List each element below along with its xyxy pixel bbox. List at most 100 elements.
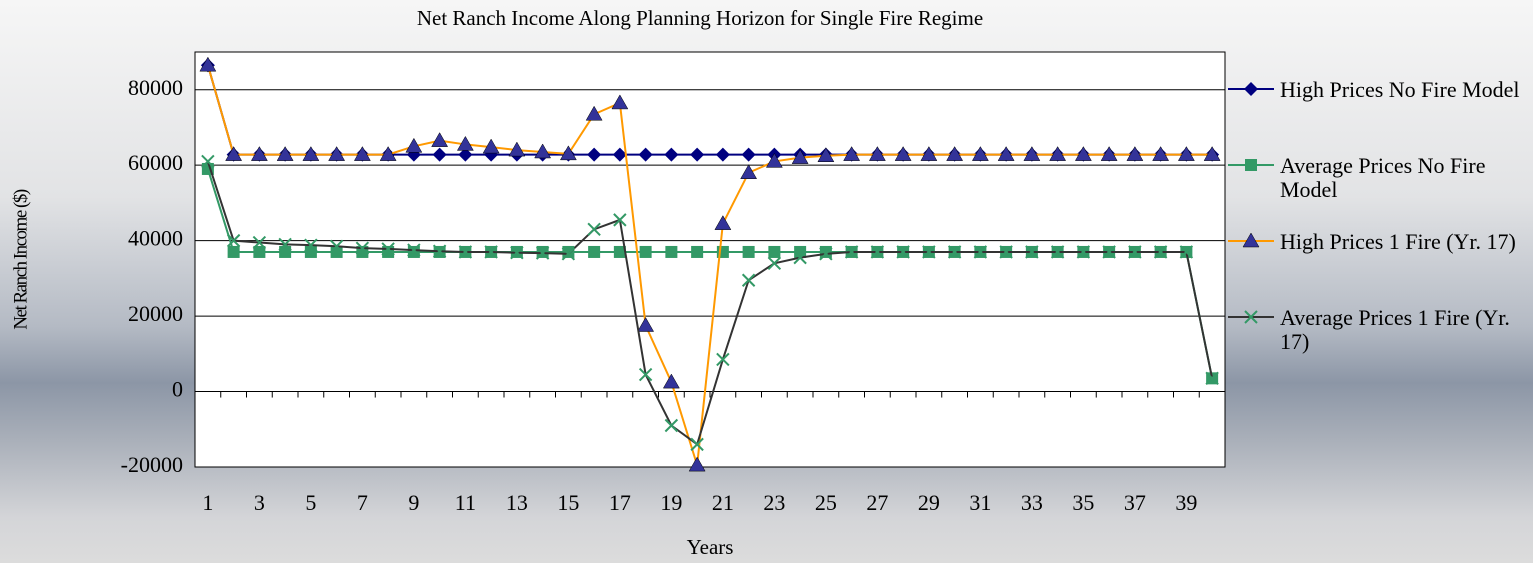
x-tick-label: 13 [506, 490, 528, 515]
marker [302, 146, 320, 161]
marker [894, 146, 912, 161]
marker [971, 146, 989, 161]
marker [1102, 245, 1116, 259]
marker [637, 317, 655, 332]
legend-label: High Prices No Fire Model [1280, 77, 1520, 102]
y-tick-label: 0 [172, 377, 183, 402]
marker [1179, 245, 1194, 259]
x-tick-label: 19 [660, 490, 682, 515]
marker [252, 235, 267, 250]
x-tick-label: 29 [918, 490, 940, 515]
marker [278, 237, 292, 252]
marker [432, 244, 447, 258]
marker [896, 245, 910, 259]
marker [1025, 245, 1039, 259]
marker [714, 215, 732, 230]
series-line [206, 64, 1213, 466]
marker [559, 145, 577, 161]
marker [664, 418, 679, 433]
marker [870, 245, 885, 259]
marker [225, 146, 243, 161]
marker [794, 245, 807, 258]
legend-label: Average Prices No Fire Model [1280, 153, 1486, 202]
marker [920, 146, 938, 161]
marker [819, 245, 832, 258]
marker [665, 245, 678, 258]
marker [279, 245, 292, 258]
marker [508, 141, 526, 157]
marker [716, 352, 730, 367]
series-line [206, 161, 1214, 447]
legend-entry: Average Prices No Fire Model [1228, 146, 1533, 222]
marker [973, 245, 988, 259]
x-tick-label: 1 [202, 490, 213, 515]
marker [946, 146, 964, 161]
marker [1242, 232, 1260, 248]
marker [534, 143, 552, 159]
marker [201, 154, 215, 169]
marker [638, 367, 653, 382]
marker [922, 245, 936, 259]
marker [791, 149, 809, 164]
marker [405, 137, 423, 153]
marker [741, 147, 756, 162]
y-tick-label: 20000 [128, 301, 183, 326]
marker [843, 146, 861, 161]
marker [431, 132, 449, 147]
marker [381, 242, 395, 256]
x-tick-label: 21 [712, 490, 734, 515]
marker [407, 243, 421, 257]
legend-entry: High Prices No Fire Model [1228, 70, 1533, 146]
marker [304, 238, 318, 252]
marker [947, 245, 962, 259]
marker [1050, 245, 1065, 259]
marker [1100, 146, 1118, 161]
x-tick-label: 37 [1124, 490, 1146, 515]
x-tick-label: 3 [254, 490, 265, 515]
x-tick-label: 17 [609, 490, 631, 515]
marker [329, 239, 344, 254]
y-tick-label: 40000 [128, 226, 183, 251]
y-axis-label: Net Ranch Income ($) [10, 189, 31, 330]
marker [510, 246, 524, 260]
marker [613, 245, 626, 258]
marker [817, 147, 835, 162]
marker [432, 147, 447, 162]
legend-swatch [1228, 310, 1274, 324]
marker [999, 245, 1013, 259]
marker [1153, 245, 1168, 259]
marker [688, 456, 706, 472]
marker [1244, 82, 1258, 96]
y-tick-label: 60000 [128, 150, 183, 175]
marker [768, 245, 781, 258]
marker [844, 245, 859, 259]
legend-label: High Prices 1 Fire (Yr. 17) [1280, 229, 1516, 254]
marker [1023, 146, 1041, 161]
marker [613, 213, 627, 227]
chart-title: Net Ranch Income Along Planning Horizon … [417, 6, 983, 30]
marker [356, 245, 369, 258]
legend: High Prices No Fire Model Average Prices … [1228, 70, 1533, 374]
marker [1203, 146, 1221, 161]
marker [638, 147, 653, 162]
marker [353, 146, 371, 161]
marker [561, 247, 576, 261]
marker [382, 245, 395, 258]
x-tick-label: 31 [969, 490, 991, 515]
marker [741, 273, 756, 287]
marker [587, 222, 601, 237]
marker [456, 135, 474, 151]
marker [535, 246, 550, 260]
y-tick-label: -20000 [121, 452, 183, 477]
legend-swatch [1228, 82, 1274, 96]
x-axis-label: Years [687, 535, 734, 559]
marker [819, 247, 833, 261]
x-tick-label: 25 [815, 490, 837, 515]
marker [253, 245, 266, 258]
marker [868, 146, 886, 161]
x-tick-label: 27 [866, 490, 888, 515]
marker [484, 245, 498, 259]
marker [1049, 146, 1067, 161]
x-tick-label: 33 [1021, 490, 1043, 515]
